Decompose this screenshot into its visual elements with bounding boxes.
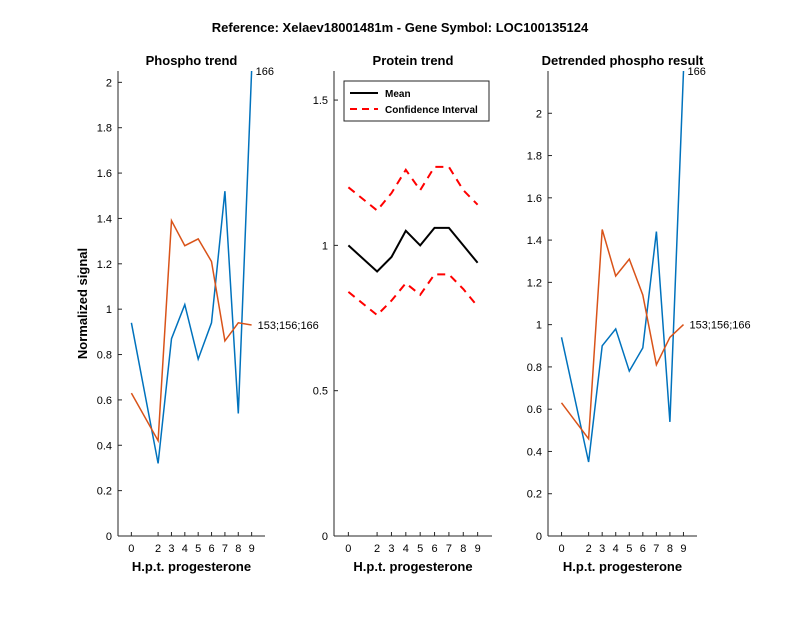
x-tick-label: 0	[345, 543, 351, 555]
x-tick-label: 7	[446, 543, 452, 555]
legend: Mean Confidence Interval	[343, 80, 490, 122]
y-tick-label: 0.2	[97, 486, 112, 498]
x-tick-label: 6	[208, 543, 214, 555]
y-tick-label: 1.6	[527, 193, 542, 205]
y-tick-label: 1.2	[527, 277, 542, 289]
x-tick-label: 3	[599, 543, 605, 555]
y-tick-label: 0.5	[313, 386, 328, 398]
x-tick-label: 4	[182, 543, 188, 555]
x-tick-label: 5	[417, 543, 423, 555]
series-end-label: 153;156;166	[258, 320, 319, 332]
y-tick-label: 1.4	[97, 213, 112, 225]
x-axis-label: H.p.t. progesterone	[132, 559, 251, 574]
x-tick-label: 9	[475, 543, 481, 555]
y-tick-label: 2	[536, 108, 542, 120]
y-tick-label: 1.2	[97, 259, 112, 271]
y-tick-label: 1.8	[97, 123, 112, 135]
series-line-confidence-interval-lower-	[347, 273, 479, 317]
y-tick-label: 0	[536, 531, 542, 543]
y-tick-label: 1	[106, 304, 112, 316]
x-tick-label: 3	[168, 543, 174, 555]
x-tick-label: 3	[388, 543, 394, 555]
x-tick-label: 5	[626, 543, 632, 555]
x-axis-label: H.p.t. progesterone	[563, 559, 682, 574]
y-tick-label: 1.6	[97, 168, 112, 180]
y-tick-label: 1.8	[527, 151, 542, 163]
legend-entry: Mean	[385, 89, 411, 100]
y-tick-label: 0.8	[97, 350, 112, 362]
chart-title: Detrended phospho result	[542, 53, 704, 68]
figure-title: Reference: Xelaev18001481m - Gene Symbol…	[212, 20, 589, 35]
y-tick-label: 0.6	[527, 404, 542, 416]
x-tick-label: 8	[667, 543, 673, 555]
x-tick-label: 8	[235, 543, 241, 555]
y-tick-label: 0.4	[527, 446, 542, 458]
x-tick-label: 9	[249, 543, 255, 555]
x-tick-label: 9	[680, 543, 686, 555]
y-tick-label: 1.4	[527, 235, 542, 247]
axes-layer: Phospho trend 0 0.2 0.4 0.6 0.8 1 1.2 1.4 1.6 1.8 2…	[75, 53, 751, 574]
y-tick-label: 1.5	[313, 95, 328, 107]
y-tick-label: 1	[536, 320, 542, 332]
y-tick-label: 1	[322, 240, 328, 252]
x-tick-label: 6	[431, 543, 437, 555]
x-tick-label: 4	[403, 543, 409, 555]
series-end-label: 166	[687, 66, 705, 78]
series-line-166	[560, 70, 685, 463]
legend-entry: Confidence Interval	[385, 105, 478, 116]
series-line-mean	[347, 226, 479, 273]
x-tick-label: 0	[128, 543, 134, 555]
legend-box	[343, 80, 490, 122]
series-line-confidence-interval	[347, 165, 479, 212]
series-line-153-156-166	[560, 229, 685, 441]
y-tick-label: 0.6	[97, 395, 112, 407]
x-tick-label: 0	[558, 543, 564, 555]
chart-panel-1: Phospho trend 0 0.2 0.4 0.6 0.8 1 1.2 1.4 1.6 1.8 2…	[75, 53, 319, 574]
x-tick-label: 7	[653, 543, 659, 555]
series-end-label: 166	[256, 66, 274, 78]
x-tick-label: 2	[586, 543, 592, 555]
series-line-153-156-166	[130, 217, 252, 444]
x-tick-label: 2	[155, 543, 161, 555]
x-tick-label: 8	[460, 543, 466, 555]
chart-title: Phospho trend	[146, 53, 238, 68]
y-tick-label: 0	[322, 531, 328, 543]
x-tick-label: 7	[222, 543, 228, 555]
y-tick-label: 0.4	[97, 440, 112, 452]
y-tick-label: 0.8	[527, 362, 542, 374]
x-tick-label: 5	[195, 543, 201, 555]
x-tick-label: 2	[374, 543, 380, 555]
x-tick-label: 6	[640, 543, 646, 555]
chart-panel-3: Detrended phospho result 0 0.2 0.4 0.6 0.8 1 1.…	[527, 53, 751, 574]
y-tick-label: 2	[106, 77, 112, 89]
x-tick-label: 4	[613, 543, 619, 555]
chart-title: Protein trend	[373, 53, 454, 68]
x-axis-label: H.p.t. progesterone	[353, 559, 472, 574]
series-end-label: 153;156;166	[689, 320, 750, 332]
y-tick-label: 0.2	[527, 489, 542, 501]
y-axis-label: Normalized signal	[75, 248, 90, 359]
chart-panel-2: Protein trend 0 0.5 1 1.5 0 2 3 4 5 6 7 8 9H.p.t. pro…	[313, 53, 492, 574]
series-line-166	[130, 70, 253, 464]
y-tick-label: 0	[106, 531, 112, 543]
